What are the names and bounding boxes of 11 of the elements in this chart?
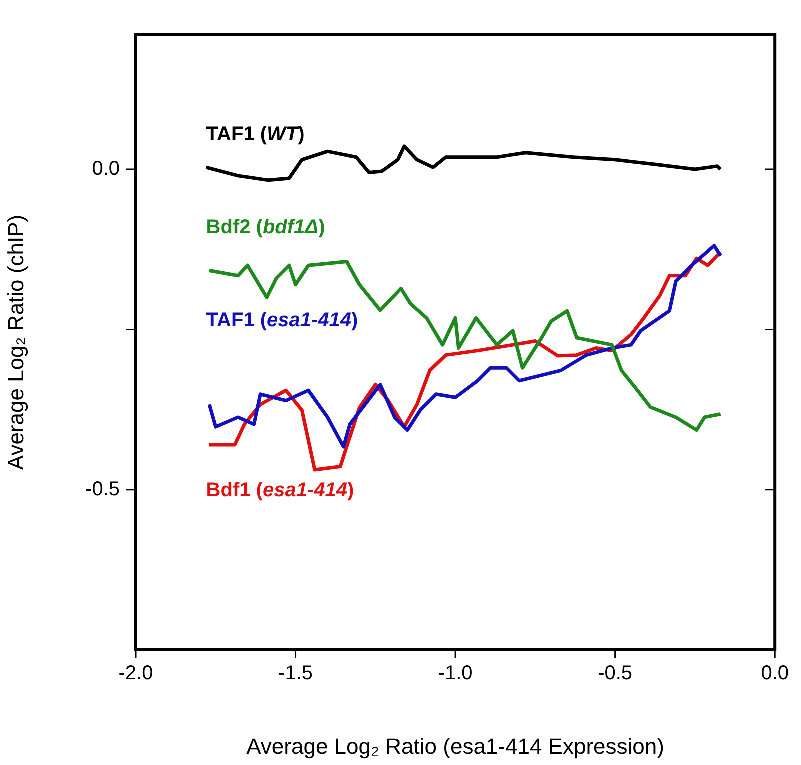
series-label: Bdf2 (bdf1Δ) [206, 216, 326, 239]
x-tick-label: -1.5 [278, 662, 314, 685]
x-axis-title: Average Log₂ Ratio (esa1-414 Expression) [246, 734, 664, 759]
y-axis-title: Average Log₂ Ratio (chIP) [3, 214, 28, 470]
x-tick-label: -1.0 [438, 662, 473, 685]
x-tick-label: -0.5 [598, 662, 633, 685]
series-label: TAF1 (WT) [206, 124, 305, 146]
x-tick-label: 0.0 [761, 662, 790, 685]
x-tick-label: -2.0 [118, 662, 154, 685]
text: TAF1 (esa1-414) [206, 309, 358, 332]
series-label: Bdf1 (esa1-414) [206, 479, 354, 502]
